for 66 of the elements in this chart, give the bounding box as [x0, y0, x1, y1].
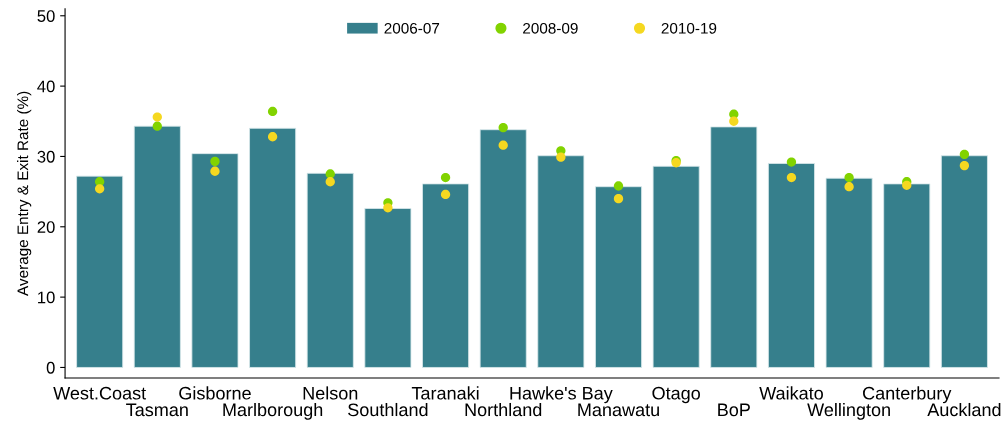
point [210, 166, 220, 176]
point [440, 172, 451, 183]
point [556, 152, 566, 162]
bar [364, 208, 412, 368]
bar [710, 126, 758, 368]
x-tick-label: Tasman [126, 403, 188, 417]
legend-label: 2008-09 [523, 22, 578, 34]
point [267, 106, 278, 117]
bar [133, 125, 181, 368]
point [152, 121, 162, 131]
bar [191, 153, 239, 368]
x-tick-label: Northland [465, 402, 542, 417]
point [786, 172, 797, 183]
bar [825, 177, 873, 368]
bar [883, 183, 931, 368]
y-tick-label: 40 [37, 80, 55, 93]
point [440, 189, 451, 200]
bar [940, 155, 988, 368]
x-tick-label: Southland [348, 402, 428, 417]
legend-label: 2010-19 [661, 22, 717, 34]
point [786, 157, 797, 167]
bar [595, 186, 642, 368]
y-tick-label: 0 [46, 361, 55, 374]
x-tick-label: Waikato [759, 386, 823, 400]
point [325, 169, 335, 179]
x-tick-label: Marlborough [223, 402, 323, 420]
legend-label: 2006-07 [384, 22, 440, 34]
y-tick-label: 10 [38, 291, 55, 304]
y-tick-label: 20 [37, 221, 55, 233]
x-tick-label: Auckland [927, 402, 1001, 417]
bar [767, 163, 815, 368]
bar [422, 183, 470, 368]
point [152, 112, 162, 122]
point [95, 184, 105, 194]
x-tick-label: BoP [718, 403, 750, 417]
bar [479, 129, 527, 368]
bar [249, 127, 297, 368]
y-axis-title: Average Entry & Exit Rate (%) [17, 91, 32, 296]
x-tick-label: Manawatu [578, 403, 659, 417]
x-tick-label: Taranaki [411, 386, 479, 400]
point [210, 156, 220, 167]
x-tick-label: Gisborne [179, 386, 251, 400]
point [325, 177, 335, 187]
y-tick-label: 30 [37, 150, 55, 163]
x-tick-label: West.Coast [53, 386, 147, 400]
point [959, 149, 970, 159]
x-tick-label: Otago [652, 386, 700, 404]
point [959, 160, 970, 171]
bar [306, 172, 354, 368]
x-tick-label: Canterbury [863, 386, 952, 404]
point [729, 116, 739, 126]
bar [76, 175, 124, 368]
bar [652, 165, 700, 368]
point [844, 182, 854, 192]
bar [537, 155, 585, 368]
x-tick-label: Hawke's Bay [510, 386, 613, 404]
point [498, 122, 508, 133]
x-tick-label: Nelson [303, 386, 358, 400]
point [267, 132, 278, 142]
point [613, 193, 624, 204]
point [498, 140, 508, 150]
x-tick-label: Wellington [807, 402, 890, 420]
point [613, 181, 624, 191]
y-tick-label: 50 [37, 10, 55, 22]
point [383, 203, 393, 213]
point [844, 172, 854, 183]
